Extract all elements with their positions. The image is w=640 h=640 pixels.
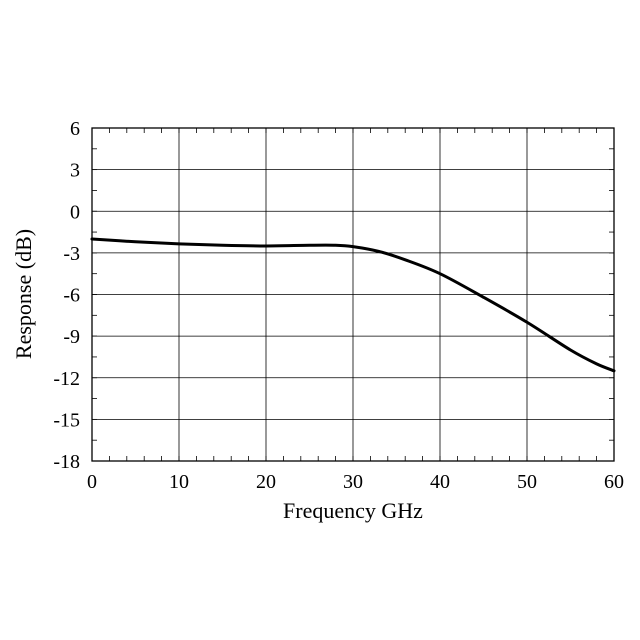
x-tick-label: 60	[604, 471, 624, 493]
grid	[92, 128, 614, 461]
y-tick-label: 0	[70, 201, 80, 223]
y-tick-label: 3	[70, 160, 80, 182]
y-tick-label: -9	[63, 326, 80, 348]
x-tick-label: 30	[343, 471, 363, 493]
y-tick-label: -15	[53, 409, 80, 431]
x-tick-label: 40	[430, 471, 450, 493]
y-tick-labels: 6 3 0 -3 -6 -9 -12 -15 -18	[53, 118, 80, 473]
x-tick-label: 50	[517, 471, 537, 493]
x-tick-label: 0	[87, 471, 97, 493]
y-tick-label: -3	[63, 243, 80, 265]
x-tick-label: 20	[256, 471, 276, 493]
x-tick-labels: 0 10 20 30 40 50 60	[87, 471, 624, 493]
y-tick-label: -12	[53, 368, 80, 390]
y-tick-label: -6	[63, 285, 80, 307]
y-axis-title: Response (dB)	[11, 229, 36, 359]
x-axis-title: Frequency GHz	[283, 498, 423, 523]
y-tick-label: 6	[70, 118, 80, 140]
x-tick-label: 10	[169, 471, 189, 493]
y-tick-label: -18	[53, 451, 80, 473]
